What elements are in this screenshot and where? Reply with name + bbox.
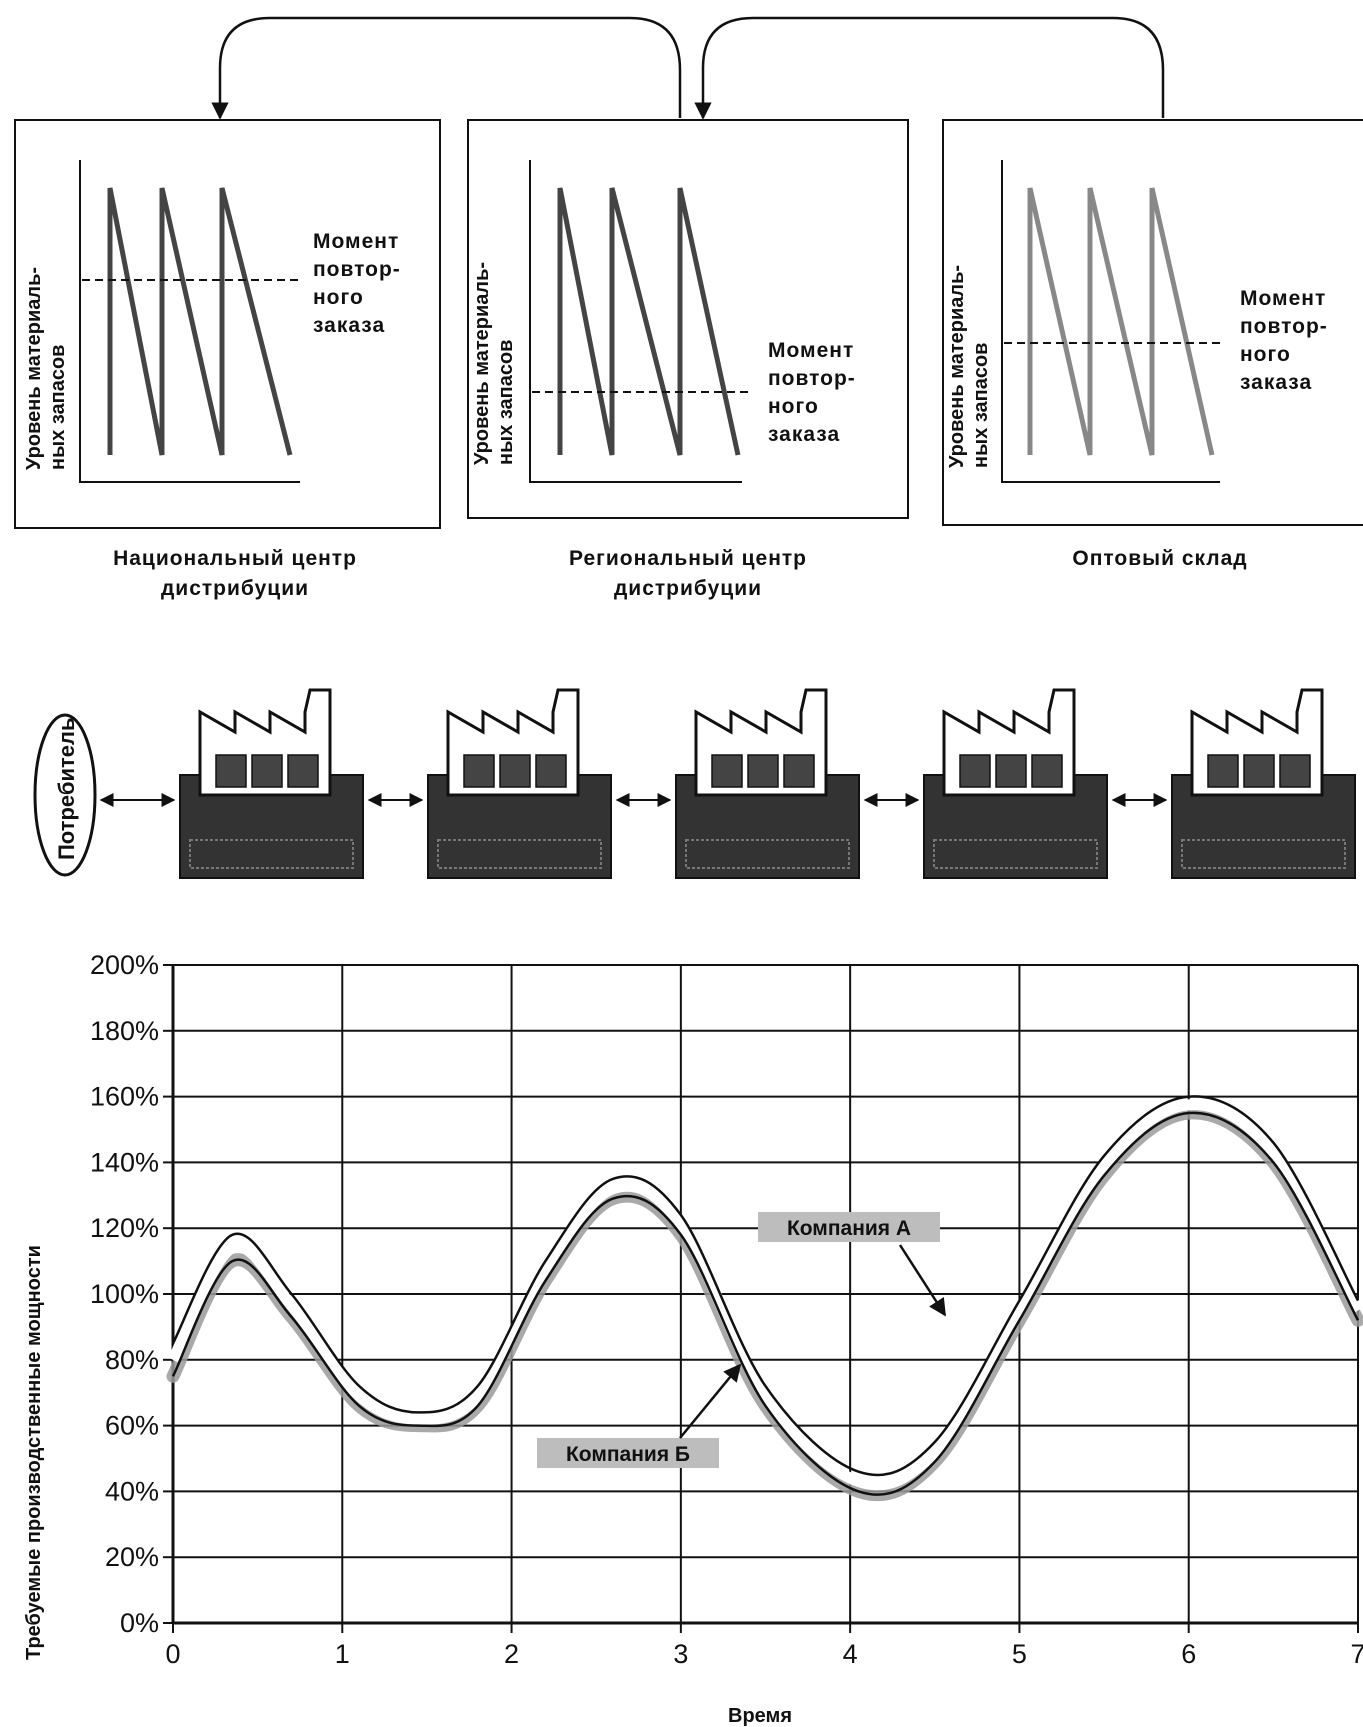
order-flow-arrow-wholesale-to-regional — [694, 16, 1165, 120]
y-tick-label: 120% — [90, 1213, 159, 1243]
y-tick-label: 140% — [90, 1147, 159, 1177]
svg-text:заказа: заказа — [1240, 371, 1312, 394]
company-factory — [923, 688, 1108, 879]
svg-text:ного: ного — [313, 286, 364, 309]
y-tick-label: 0% — [120, 1608, 159, 1638]
annotation-company-a: Компания А — [758, 1212, 947, 1317]
inventory-sawtooth — [557, 187, 741, 456]
panel-caption: Региональный центр — [569, 547, 807, 570]
inventory-panel-national: Уровень материаль- ных запасов Момент по… — [14, 119, 441, 600]
y-tick-label: 20% — [105, 1542, 159, 1572]
svg-text:заказа: заказа — [768, 423, 840, 446]
panel-ylabel: ных запасов — [970, 343, 992, 468]
reorder-point-note: Момент повтор- ного заказа — [1240, 287, 1328, 394]
consumer-node — [33, 713, 97, 877]
series-line-company-a — [171, 1095, 1360, 1477]
panel-caption: Оптовый склад — [1072, 547, 1247, 570]
series-line-company-b — [171, 1111, 1360, 1496]
panel-frame — [942, 119, 1363, 526]
panel-axes — [529, 160, 742, 483]
svg-text:ного: ного — [1240, 343, 1291, 366]
inventory-panel-regional: Уровень материаль- ных запасов Момент по… — [467, 119, 909, 600]
svg-text:Компания А: Компания А — [787, 1217, 911, 1240]
company-factory — [675, 688, 860, 879]
reorder-point-note: Момент повтор- ного заказа — [313, 230, 401, 337]
x-tick-label: 5 — [1012, 1639, 1027, 1669]
inventory-sawtooth — [1027, 187, 1215, 456]
svg-text:Момент: Момент — [768, 339, 854, 362]
svg-text:ного: ного — [768, 395, 819, 418]
x-tick-label: 0 — [165, 1639, 180, 1669]
order-flow-arrow-regional-to-national — [211, 16, 682, 120]
y-tick-label: 160% — [90, 1082, 159, 1112]
svg-text:повтор-: повтор- — [1240, 315, 1328, 338]
x-tick-label: 1 — [335, 1639, 350, 1669]
y-tick-label: 80% — [105, 1345, 159, 1375]
svg-text:Момент: Момент — [1240, 287, 1326, 310]
chart-xlabel: Время — [728, 1705, 792, 1727]
x-tick-label: 7 — [1350, 1639, 1363, 1669]
inventory-sawtooth — [107, 187, 293, 456]
panel-axes — [1001, 160, 1220, 483]
x-tick-label: 4 — [843, 1639, 858, 1669]
y-tick-label: 60% — [105, 1411, 159, 1441]
company-factory — [1171, 688, 1356, 879]
svg-text:заказа: заказа — [313, 314, 385, 337]
svg-text:Компания Б: Компания Б — [566, 1443, 690, 1466]
chart-ylabel: Требуемые производственные мощности — [23, 1245, 45, 1660]
panel-ylabel: Уровень материаль- — [471, 262, 493, 465]
x-tick-label: 6 — [1181, 1639, 1196, 1669]
capacity-chart: 0% 20% 40% 60% 80% 100% 120% 140% 160% 180% 200% 0 1… — [23, 950, 1363, 1727]
company-factory — [179, 688, 364, 879]
consumer-label: Потребитель — [54, 718, 79, 860]
y-tick-label: 40% — [105, 1476, 159, 1506]
panel-frame — [14, 119, 441, 529]
supply-chain-row: Потребитель — [33, 688, 1356, 879]
y-tick-label: 200% — [90, 950, 159, 980]
panel-axes — [79, 160, 300, 483]
svg-text:Момент: Момент — [313, 230, 399, 253]
panel-ylabel: ных запасов — [47, 345, 69, 470]
x-tick-label: 2 — [504, 1639, 519, 1669]
y-tick-label: 100% — [90, 1279, 159, 1309]
svg-text:повтор-: повтор- — [313, 258, 401, 281]
panel-ylabel: ных запасов — [495, 340, 517, 465]
x-tick-label: 3 — [673, 1639, 688, 1669]
panel-frame — [467, 119, 909, 519]
panel-ylabel: Уровень материаль- — [23, 267, 45, 470]
panel-caption: дистрибуции — [614, 577, 762, 600]
svg-text:повтор-: повтор- — [768, 367, 856, 390]
company-factory — [427, 688, 612, 879]
panel-ylabel: Уровень материаль- — [946, 265, 968, 468]
inventory-panel-wholesale: Уровень материаль- ных запасов Момент по… — [942, 119, 1363, 570]
annotation-company-b: Компания Б — [537, 1363, 742, 1468]
reorder-point-note: Момент повтор- ного заказа — [768, 339, 856, 446]
panel-caption: Национальный центр — [113, 547, 357, 570]
y-tick-label: 180% — [90, 1016, 159, 1046]
panel-caption: дистрибуции — [161, 577, 309, 600]
